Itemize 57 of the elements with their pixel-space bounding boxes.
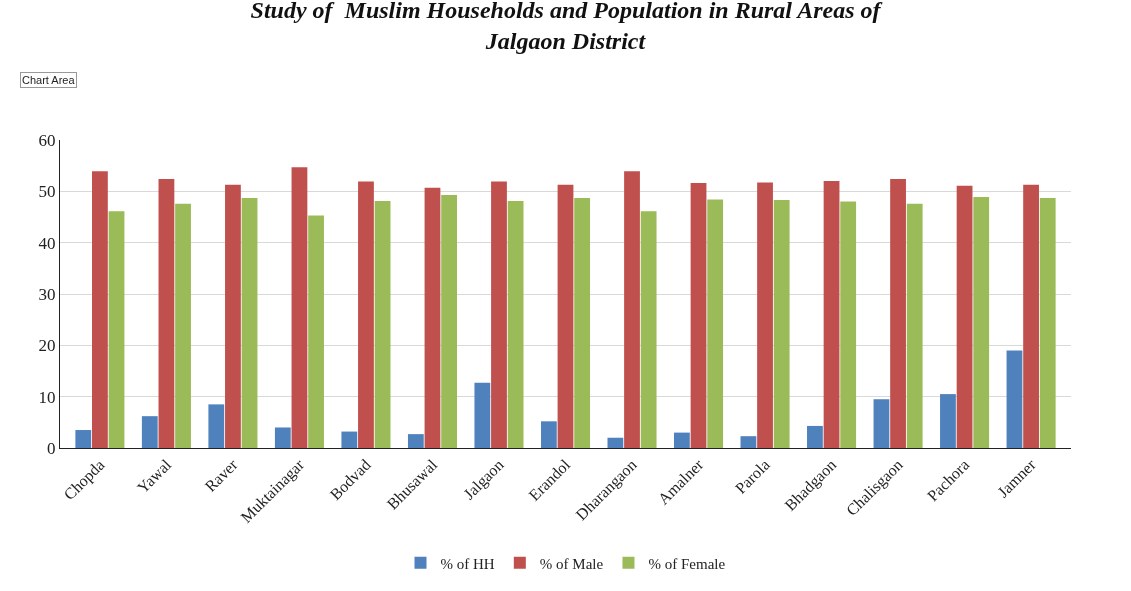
legend-label: % of HH [440,555,495,572]
bar [491,181,507,448]
y-tick-label: 0 [47,438,56,458]
bar [973,196,990,448]
bar [823,181,840,448]
bar [956,185,973,448]
bar [158,179,175,448]
bar [807,425,823,448]
bar [540,421,557,448]
bar [374,201,391,448]
bar [75,430,92,448]
bar [873,399,890,448]
bar [141,416,158,448]
bar [474,382,491,448]
bar [890,179,906,448]
bar [574,198,591,448]
bar [624,171,640,448]
y-tick-label: 50 [38,182,56,202]
bar [1023,184,1039,448]
bar [225,184,241,448]
bar [1006,350,1023,448]
bar [424,187,441,448]
bar [341,431,358,448]
bar [241,198,258,448]
bar [175,203,191,448]
bar [92,171,108,448]
bar [940,394,956,448]
bar [407,434,424,448]
y-tick-label: 20 [38,336,56,356]
bar [274,427,291,448]
bar [707,199,724,448]
bar [1039,198,1056,448]
bar [674,432,690,448]
y-tick-label: 40 [38,233,56,253]
bar [906,203,923,448]
y-tick-label: 10 [38,387,56,407]
bar [690,183,707,448]
bar [507,201,524,448]
bar [757,182,773,448]
bar [308,215,324,448]
bar [108,211,125,448]
bar [607,437,624,448]
y-tick-label: 60 [38,130,56,150]
bar [840,201,857,448]
bar [291,167,308,448]
bar [358,181,374,448]
bar [557,184,574,448]
legend-label: % of Male [539,555,604,572]
bar [208,404,225,448]
chart-title: Study of Muslim Households and Population in Rural Areas of Jalgaon District [250,0,883,54]
text: Chart Area [22,74,76,86]
y-tick-label: 30 [38,284,56,304]
bar [740,436,757,448]
legend-label: % of Female [648,555,726,572]
bar [773,200,790,448]
bar [640,211,657,448]
bar [441,194,457,448]
